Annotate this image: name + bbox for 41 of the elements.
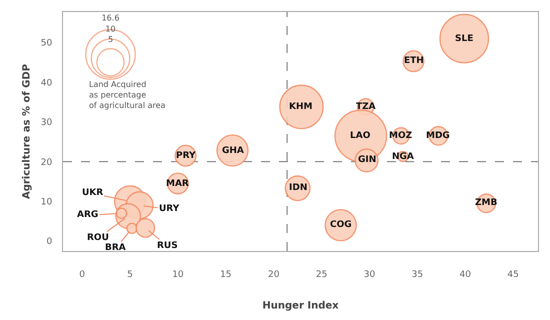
annotation: COG [330,220,352,230]
x-tick-label: 15 [220,270,232,280]
annotation: PRY [176,151,196,161]
annotation: MDG [426,131,450,141]
annotation: ARG [77,210,98,220]
annotation: GHA [222,146,244,156]
annotation: TZA [356,102,376,112]
x-tick-label: 10 [172,270,184,280]
annotation: LAO [350,131,371,141]
y-axis-title: Agriculture as % of GDP [22,64,33,200]
annotation: RUS [157,241,178,251]
y-tick-label: 40 [40,78,52,88]
annotation: URY [159,204,180,214]
annotation: KHM [289,102,313,112]
annotation: ETH [404,56,424,66]
annotation: NGA [392,152,414,162]
x-tick-label: 0 [79,270,86,280]
x-tick-label: 5 [127,270,133,280]
annotation: BRA [105,243,126,253]
x-tick-label: 30 [364,270,376,280]
y-tick-label: 10 [40,198,52,208]
annotation: SLE [455,34,474,44]
annotation: MOZ [389,131,413,141]
x-tick-label: 40 [459,270,472,280]
y-tick-label: 0 [46,237,52,248]
annotation: UKR [82,188,104,198]
annotation: MAR [166,179,189,189]
y-tick-label: 30 [40,118,52,128]
y-tick-label: 50 [40,38,52,49]
legend-title: Land Acquired as percentage of agricultural area [89,80,166,110]
x-tick-label: 25 [316,270,328,280]
x-tick-label: 20 [268,270,280,280]
y-tick-label: 20 [40,158,52,168]
annotation: IDN [289,183,308,193]
legend-label: 16.6 [102,13,120,22]
annotation: ZMB [475,198,498,208]
annotation: ROU [87,233,109,243]
x-tick-label: 45 [507,270,519,280]
x-axis-title: Hunger Index [262,300,340,312]
x-tick-label: 35 [412,270,424,280]
annotation: GIN [358,155,376,165]
